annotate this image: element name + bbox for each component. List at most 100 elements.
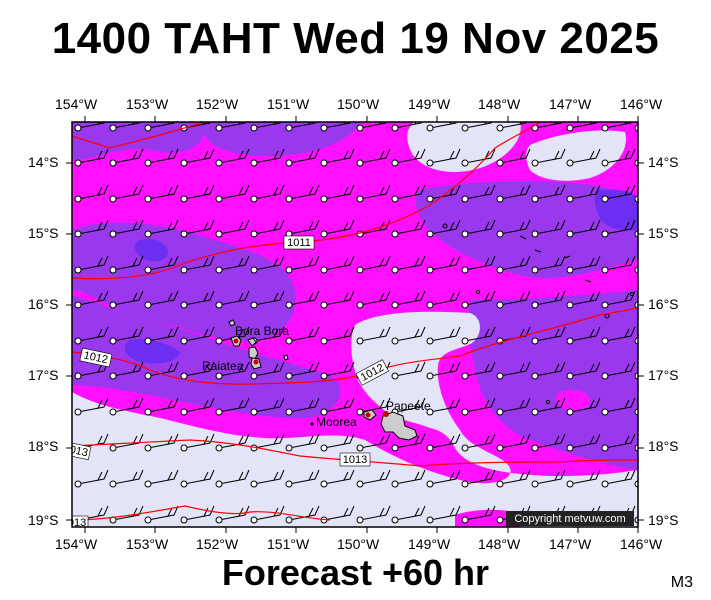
wind-barb bbox=[285, 290, 320, 309]
lon-label: 150°W bbox=[337, 96, 380, 112]
wind-barb bbox=[180, 255, 215, 274]
wind-barb bbox=[215, 255, 250, 274]
wind-barb bbox=[180, 184, 215, 203]
lon-label: 148°W bbox=[478, 96, 521, 112]
wind-barb bbox=[391, 255, 426, 274]
map-code: M3 bbox=[670, 574, 693, 591]
isobar-labels: 1011 1012 1012 1013 1013 1013 bbox=[63, 235, 389, 527]
wind-barb bbox=[320, 219, 355, 238]
isobar-line bbox=[72, 307, 638, 385]
wind-barb bbox=[74, 219, 109, 238]
wind-barb bbox=[74, 290, 109, 309]
wind-barb bbox=[634, 337, 638, 345]
wind-barb bbox=[531, 433, 566, 452]
isobar-label: 1013 bbox=[63, 443, 89, 460]
wind-barb bbox=[426, 397, 461, 416]
wind-barb bbox=[320, 290, 355, 309]
wind-barbs bbox=[74, 122, 638, 524]
wind-barb bbox=[180, 397, 215, 416]
wind-barb bbox=[144, 255, 179, 274]
wind-barb bbox=[144, 326, 179, 345]
wind-barb bbox=[250, 469, 285, 488]
wind-barb bbox=[356, 148, 391, 167]
island-marker bbox=[365, 412, 371, 418]
wind-barb bbox=[320, 255, 355, 274]
wind-barb bbox=[109, 290, 144, 309]
atoll bbox=[564, 255, 571, 259]
wind-barb bbox=[531, 148, 566, 167]
island-marker bbox=[233, 338, 239, 344]
wind-barb bbox=[144, 433, 179, 452]
graticule-ticks bbox=[66, 116, 644, 533]
wind-barb bbox=[426, 255, 461, 274]
wind-barb bbox=[634, 480, 638, 488]
wind-band-calm bbox=[407, 122, 521, 172]
island-maiao bbox=[310, 422, 314, 426]
wind-barb bbox=[109, 184, 144, 203]
atoll bbox=[584, 279, 592, 283]
wind-barb bbox=[74, 255, 109, 274]
wind-barb bbox=[320, 469, 355, 488]
lon-label: 146°W bbox=[620, 536, 663, 552]
wind-barb bbox=[74, 148, 109, 167]
wind-barb bbox=[215, 326, 250, 345]
wind-barb bbox=[461, 290, 496, 309]
wind-barb bbox=[74, 397, 109, 416]
wind-barb bbox=[566, 219, 601, 238]
atoll bbox=[442, 223, 448, 229]
wind-barb bbox=[426, 290, 461, 309]
wind-barb bbox=[496, 433, 531, 452]
wind-barb bbox=[215, 505, 250, 524]
wind-barb bbox=[320, 397, 355, 416]
wind-barb bbox=[601, 219, 636, 238]
atoll bbox=[519, 235, 527, 240]
wind-barb bbox=[250, 361, 285, 380]
wind-barb bbox=[356, 255, 391, 274]
wind-barb bbox=[285, 397, 320, 416]
wind-barb bbox=[601, 184, 636, 203]
wind-barb bbox=[634, 266, 638, 274]
isobar-line bbox=[72, 505, 331, 521]
lon-label: 154°W bbox=[55, 96, 98, 112]
wind-barb bbox=[601, 433, 636, 452]
wind-barb bbox=[109, 469, 144, 488]
lon-label: 152°W bbox=[196, 536, 239, 552]
wind-barb bbox=[531, 469, 566, 488]
wind-barb bbox=[180, 505, 215, 524]
wind-barb bbox=[461, 433, 496, 452]
atoll bbox=[475, 289, 481, 295]
lon-label: 154°W bbox=[55, 536, 98, 552]
wind-barb bbox=[215, 433, 250, 452]
wind-barb bbox=[496, 148, 531, 167]
lat-label: 18°S bbox=[648, 438, 679, 454]
wind-barb bbox=[426, 361, 461, 380]
wind-barb bbox=[144, 148, 179, 167]
wind-barb bbox=[285, 505, 320, 524]
wind-barb bbox=[285, 361, 320, 380]
wind-barb bbox=[356, 290, 391, 309]
place-label-papeete: Papeete bbox=[386, 399, 431, 413]
lat-label: 16°S bbox=[648, 296, 679, 312]
wind-barb bbox=[426, 505, 461, 524]
atoll bbox=[534, 249, 542, 253]
place-label-raiatea: Raiatea bbox=[202, 359, 244, 373]
wind-barb bbox=[566, 184, 601, 203]
wind-barb bbox=[74, 469, 109, 488]
wind-band-calm bbox=[526, 130, 626, 181]
wind-barb bbox=[180, 433, 215, 452]
island-tupai bbox=[228, 319, 236, 327]
wind-barb bbox=[461, 148, 496, 167]
wind-barb bbox=[109, 148, 144, 167]
lon-label: 149°W bbox=[408, 96, 451, 112]
wind-barb bbox=[601, 148, 636, 167]
wind-barb bbox=[320, 433, 355, 452]
wind-barb bbox=[356, 505, 391, 524]
wind-barb bbox=[144, 290, 179, 309]
wind-barb bbox=[144, 505, 179, 524]
island-marker bbox=[383, 411, 389, 417]
wind-barb bbox=[320, 361, 355, 380]
wind-barb bbox=[285, 469, 320, 488]
wind-barb bbox=[74, 184, 109, 203]
lon-label: 151°W bbox=[267, 96, 310, 112]
isobar-label: 1011 bbox=[287, 237, 311, 249]
